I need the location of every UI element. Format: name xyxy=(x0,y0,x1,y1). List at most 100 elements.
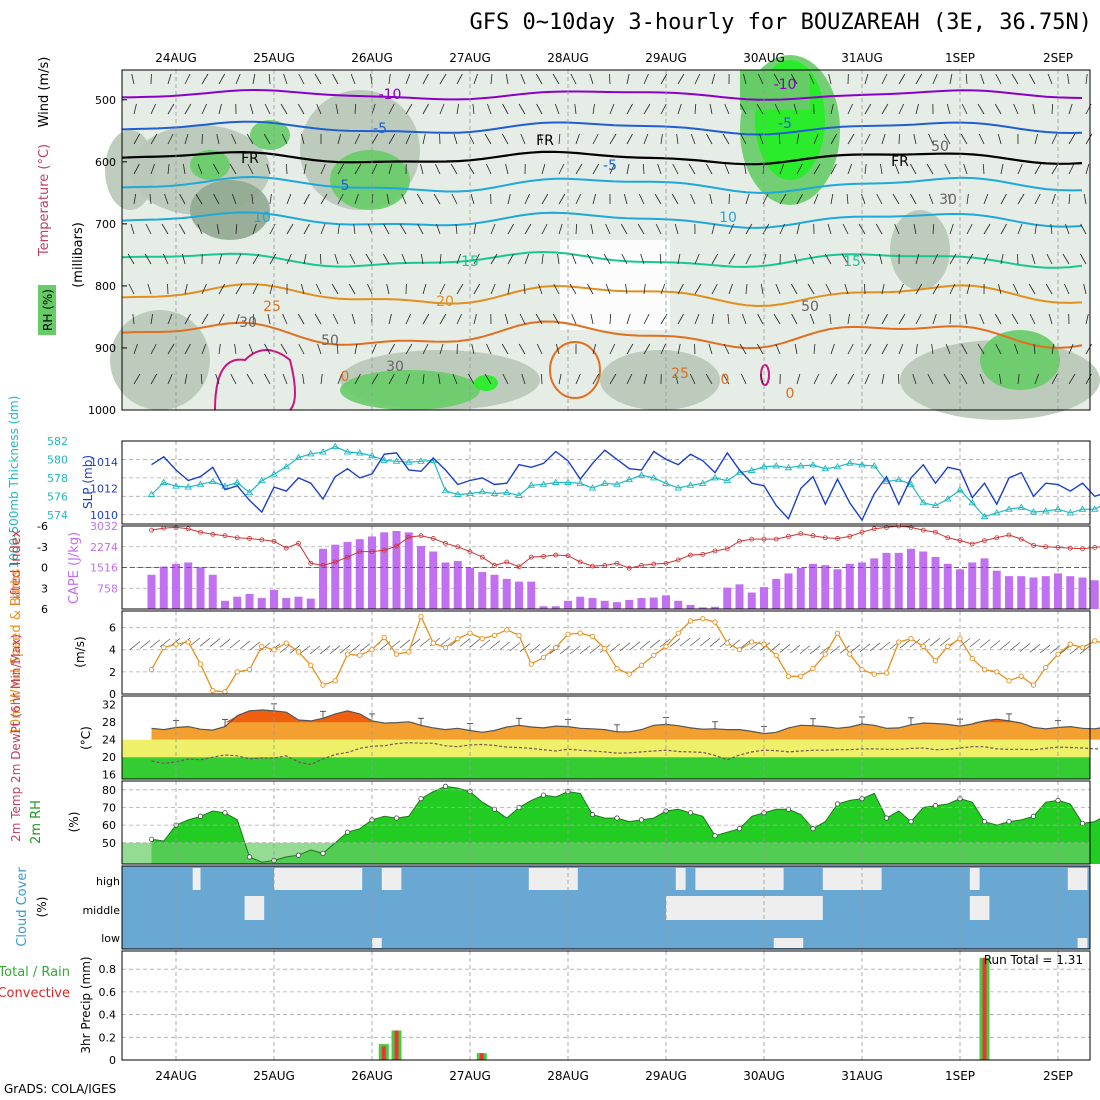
wind-barb xyxy=(1051,373,1058,385)
cape-bar xyxy=(417,546,425,609)
wind-barb xyxy=(779,193,787,205)
wind-barb xyxy=(365,253,373,265)
thickness-point xyxy=(625,475,634,483)
lifted-index-point xyxy=(516,564,522,570)
wind-barb xyxy=(337,373,343,385)
wind-speed-point xyxy=(577,630,583,636)
temp-tick-label: 16 xyxy=(102,769,116,782)
cape-bar xyxy=(172,563,180,609)
lifted-index-point xyxy=(247,536,252,541)
contour-label: 0 xyxy=(721,372,730,388)
wind-barb xyxy=(159,638,171,648)
lifted-index-point xyxy=(871,526,877,532)
date-label-top: 24AUG xyxy=(155,51,197,65)
cape-bar xyxy=(845,563,854,609)
wind-barb xyxy=(640,253,645,265)
wind-barb xyxy=(727,313,730,325)
wind-barb xyxy=(201,343,207,355)
thickness-point xyxy=(600,479,609,486)
rh-panel-frame xyxy=(121,780,1091,865)
cape-bar xyxy=(588,598,597,609)
precip-tick-label: 0.4 xyxy=(99,1009,117,1022)
contour-label: 30 xyxy=(386,359,404,375)
wind-barb xyxy=(813,373,820,385)
wind-barb xyxy=(827,223,832,235)
wind-barb xyxy=(722,133,730,145)
precip-tick-label: 0.6 xyxy=(99,986,117,999)
wind-barb xyxy=(977,343,985,355)
wind-barb xyxy=(880,163,883,175)
wind-barb xyxy=(659,638,671,648)
lifted-index-point xyxy=(1092,545,1098,550)
cape-bar xyxy=(404,532,413,609)
wind-barb xyxy=(1048,313,1053,325)
precip-conv-legend: Convective xyxy=(0,986,70,1001)
thickness-point xyxy=(662,479,670,486)
wind-speed-point xyxy=(687,618,694,624)
wind-barb xyxy=(439,637,451,647)
cape-bar xyxy=(306,598,315,609)
wind-barb xyxy=(945,343,951,355)
wind-barb xyxy=(847,103,853,115)
wind-barb xyxy=(213,163,220,175)
wind-barb xyxy=(456,73,463,85)
wind-speed-point xyxy=(455,636,461,642)
wind-barb xyxy=(252,283,259,295)
thickness-tick-label: 582 xyxy=(47,435,68,448)
cloud-clear-area xyxy=(695,868,784,890)
wind-barb xyxy=(473,73,478,85)
cape-bar xyxy=(625,599,634,609)
cape-bar xyxy=(894,552,903,609)
wind-barb xyxy=(830,103,834,115)
wind-barb xyxy=(1051,163,1059,175)
wind-barb xyxy=(409,638,421,648)
wind-barb xyxy=(672,163,679,175)
wind-barb xyxy=(502,373,509,385)
wind-speed-point xyxy=(994,669,1000,675)
wind-barb xyxy=(456,253,461,265)
wind-barb xyxy=(524,223,532,235)
wind-barb xyxy=(660,133,663,145)
cape-bar xyxy=(784,573,793,609)
wind-barb xyxy=(422,343,429,355)
pressure-tick-label: 900 xyxy=(95,342,116,355)
cape-bar xyxy=(674,600,683,609)
wind-barb xyxy=(267,313,271,325)
wind-barb xyxy=(694,313,700,325)
wind-legend-label: Wind (m/s) xyxy=(37,57,52,128)
cape-bar xyxy=(821,565,830,609)
wind-speed-point xyxy=(773,652,779,658)
lifted-index-point xyxy=(724,546,730,552)
wind-speed-point xyxy=(700,616,706,622)
wind-barb xyxy=(1029,644,1041,653)
temp-contour-15 xyxy=(121,250,1083,269)
lifted-index-point xyxy=(602,563,608,568)
wind-barb xyxy=(145,223,152,235)
wind-barb xyxy=(799,645,811,654)
wind-barb xyxy=(592,373,600,385)
wind-barb xyxy=(388,73,391,85)
wind-barb xyxy=(796,223,800,235)
wind-barb xyxy=(898,313,906,325)
wind-barb xyxy=(677,343,681,355)
wind-barb xyxy=(469,638,481,648)
lifted-index-point xyxy=(394,543,399,549)
lifted-index-point xyxy=(761,536,767,542)
wind-barb xyxy=(609,163,615,175)
temp-contour-minus5 xyxy=(121,120,1083,136)
wind-barb xyxy=(229,163,237,175)
date-label-top: 30AUG xyxy=(743,51,785,65)
wind-barb xyxy=(897,373,900,385)
wind-speed-point xyxy=(222,689,228,695)
wind-barb xyxy=(739,103,747,115)
thickness-point xyxy=(490,489,499,497)
cape-bar xyxy=(796,567,805,609)
precip-convective-bar xyxy=(479,1053,484,1060)
cloud-unit-label: (%) xyxy=(35,897,49,918)
wind-barb xyxy=(605,223,611,235)
wind-barb xyxy=(989,640,1001,649)
cape-bar xyxy=(576,596,585,609)
wind-speed-point xyxy=(626,671,632,677)
temp-band-yellow xyxy=(122,739,1090,758)
wind-barb xyxy=(246,133,254,145)
